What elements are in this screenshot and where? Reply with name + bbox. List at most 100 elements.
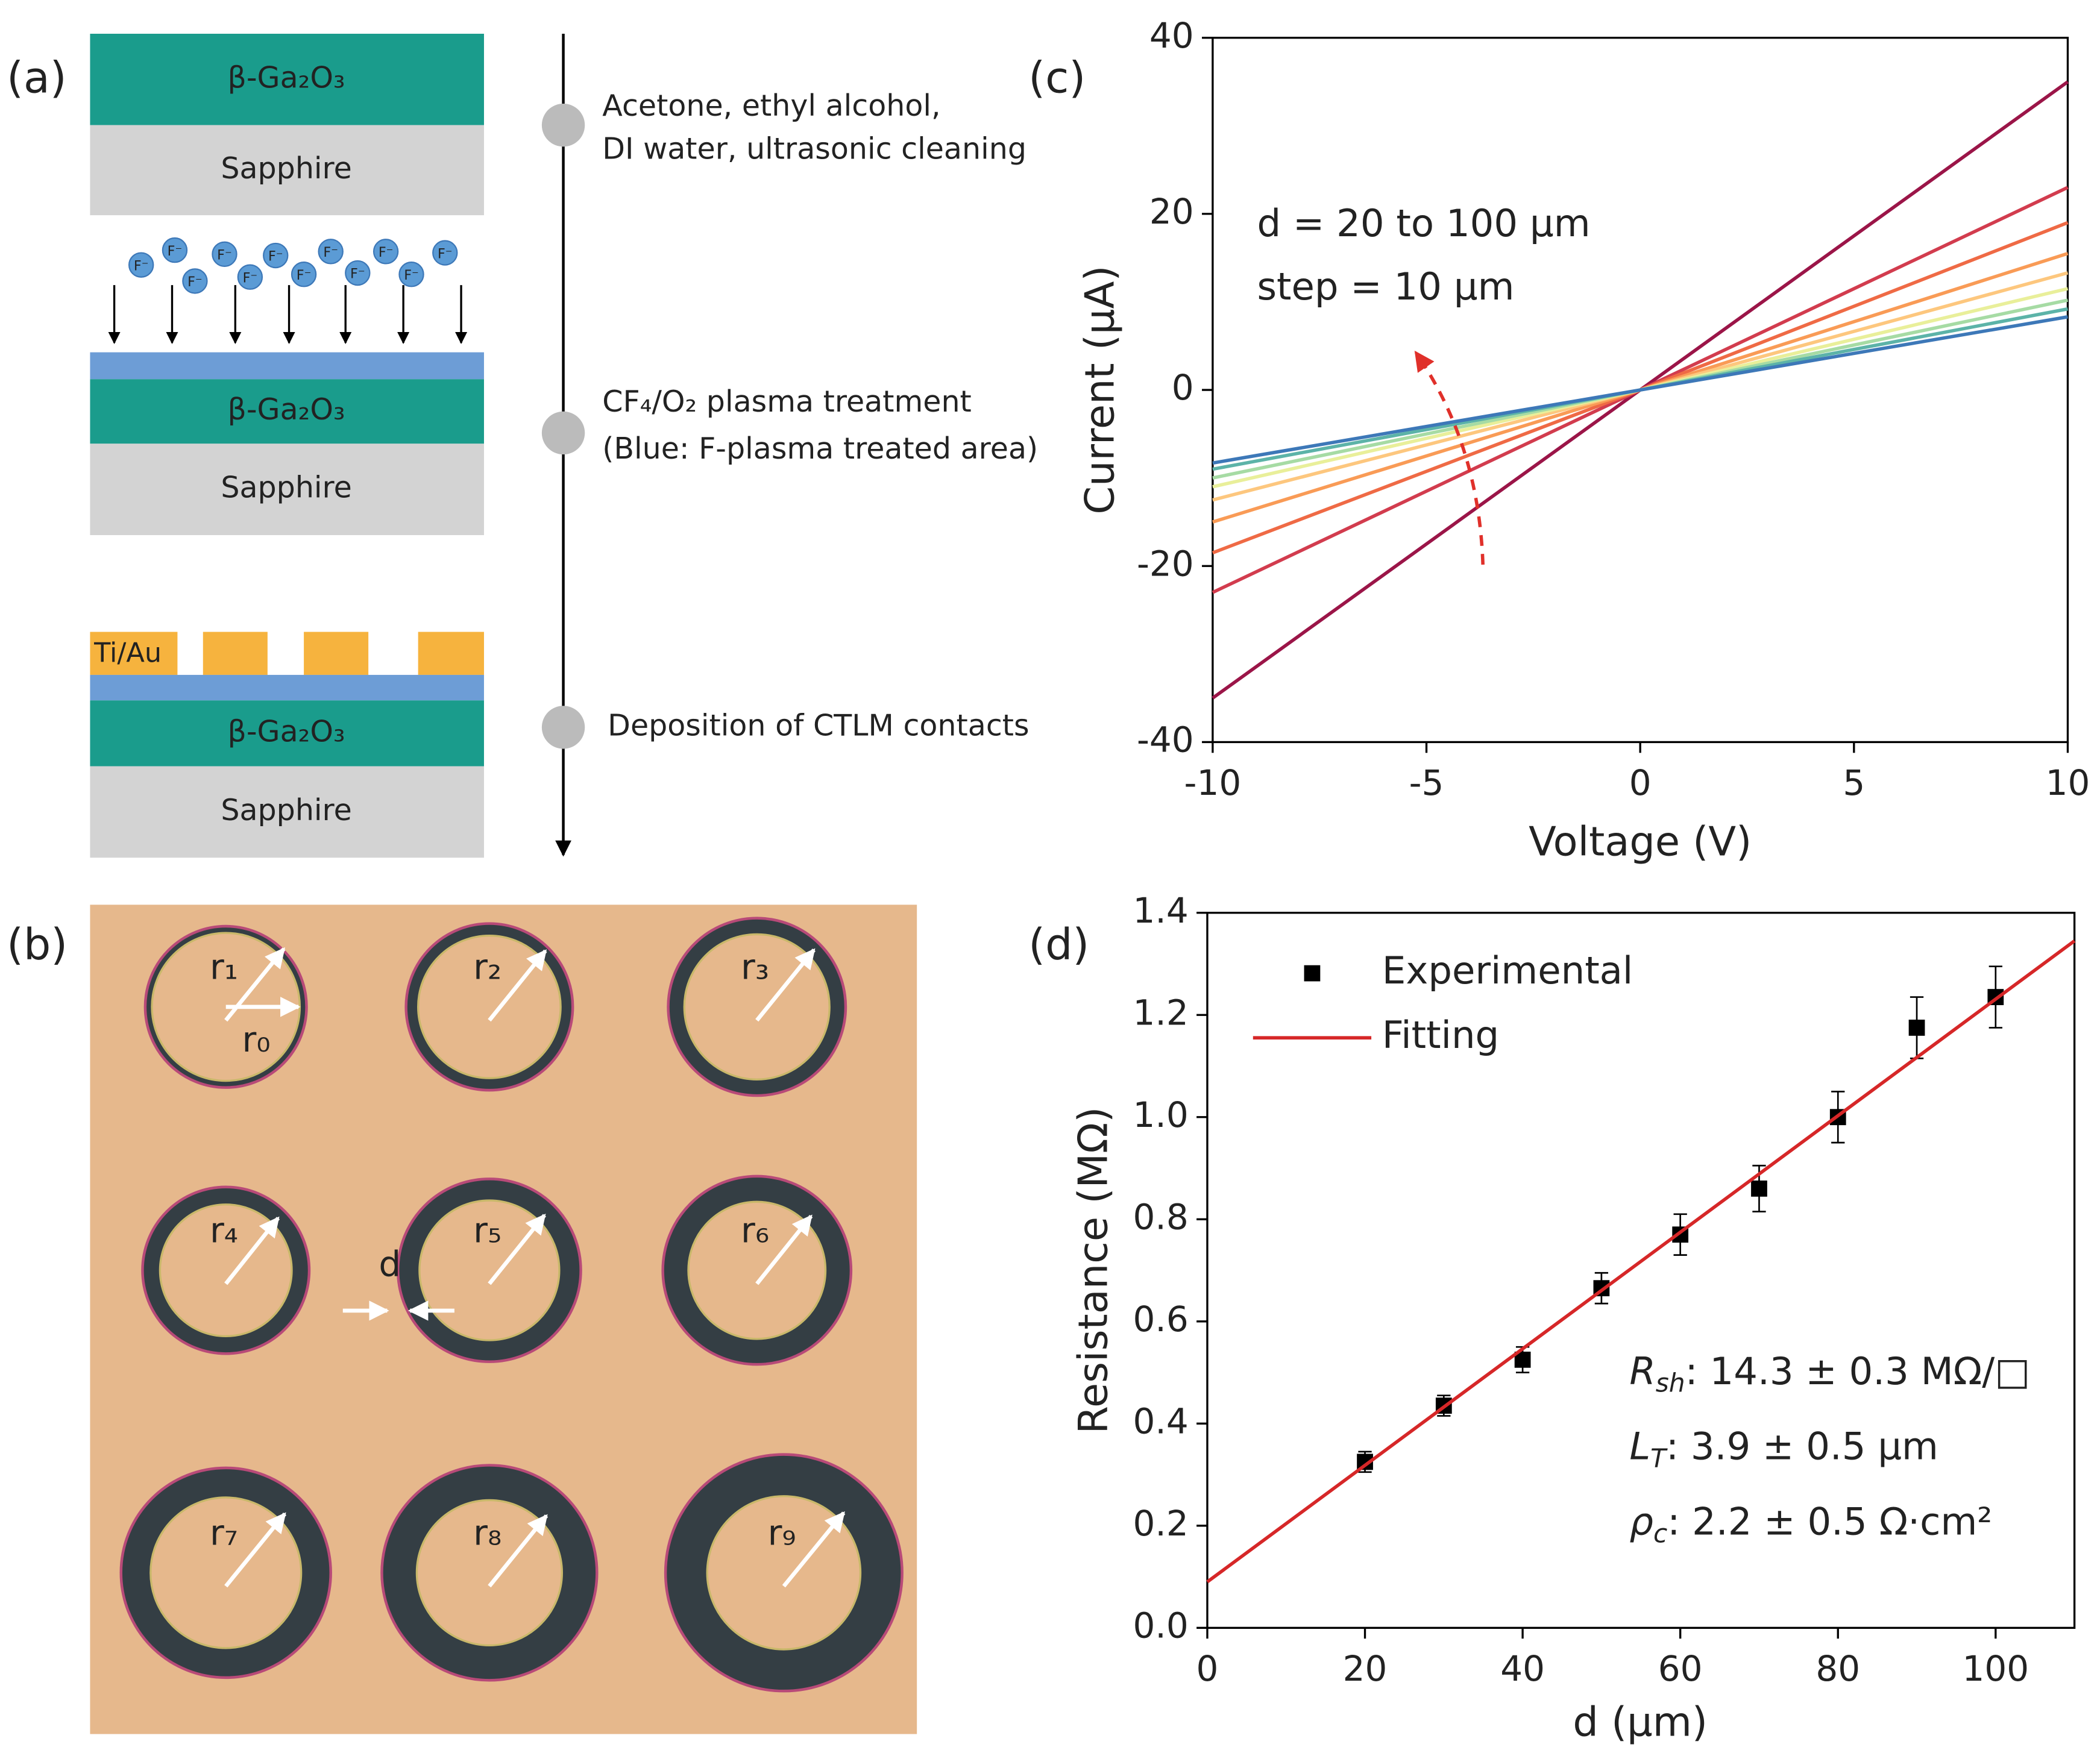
radius-arrow: [782, 1511, 846, 1588]
ring-edge: [119, 1466, 332, 1679]
annotation-text: : 3.9 ± 0.5 μm: [1666, 1425, 1938, 1469]
ring-edge: [417, 934, 562, 1079]
annotation-symbol: L: [1629, 1425, 1650, 1469]
x-tick-label: 0: [1196, 1648, 1219, 1689]
metal-label: Ti/Au: [93, 637, 162, 668]
step-text: CF₄/O₂ plasma treatment: [602, 384, 972, 419]
x-tick-label: -10: [1184, 762, 1242, 803]
ion: [128, 252, 154, 278]
annotation-symbol: ρ: [1629, 1500, 1653, 1544]
y-tick-label: 1.4: [1133, 890, 1189, 931]
radius-label: r₈: [473, 1513, 501, 1554]
ring: [668, 918, 846, 1096]
ion-label: F⁻: [297, 268, 312, 283]
x-tick-label: 10: [2046, 762, 2090, 803]
ion-label: F⁻: [404, 268, 419, 283]
step-text: (Blue: F-plasma treated area): [602, 431, 1038, 466]
radius-label: r₆: [741, 1210, 769, 1251]
ion: [432, 240, 458, 266]
data-line: [1212, 287, 2069, 489]
panel-label: (a): [7, 53, 66, 103]
y-tick-label: 40: [1149, 15, 1194, 56]
panel-label: (c): [1028, 53, 1086, 103]
layer: [90, 352, 484, 380]
x-tick-label: 40: [1500, 1648, 1545, 1689]
radius-label: r₀: [242, 1019, 270, 1060]
y-tick-label: 0.8: [1133, 1196, 1189, 1237]
radius-label: r₇: [210, 1513, 238, 1554]
ring-edge: [687, 1200, 827, 1340]
ring: [382, 1465, 597, 1681]
y-tick-label: 0.0: [1133, 1605, 1189, 1646]
annotation: Rsh: 14.3 ± 0.3 MΩ/□: [1629, 1349, 2030, 1397]
x-tick-label: 100: [1962, 1648, 2029, 1689]
data-line: [1206, 939, 2076, 1584]
y-axis-label: Current (μA): [1077, 266, 1124, 515]
gap-label: d: [379, 1243, 401, 1284]
y-tick-label: 1.0: [1133, 1094, 1189, 1135]
x-tick-label: 80: [1815, 1648, 1860, 1689]
ring: [121, 1467, 331, 1678]
annotation: LT: 3.9 ± 0.5 μm: [1629, 1425, 1938, 1473]
layer-label: β-Ga₂O₃: [228, 392, 345, 427]
layer: [90, 444, 484, 535]
layer: [90, 125, 484, 216]
layer: [90, 33, 484, 125]
y-tick-label: 1.2: [1133, 992, 1189, 1033]
annotation-subscript: T: [1650, 1443, 1668, 1473]
radius-arrow: [488, 1213, 546, 1285]
annotation-subscript: c: [1653, 1519, 1667, 1548]
layer-label: β-Ga₂O₃: [228, 60, 345, 95]
legend-marker: [1304, 965, 1321, 982]
y-axis-label: Resistance (MΩ): [1069, 1107, 1116, 1434]
ring-edge: [418, 1199, 561, 1341]
y-tick-label: -20: [1137, 543, 1194, 584]
ion-label: F⁻: [134, 258, 149, 274]
ring: [398, 1179, 581, 1362]
data-point: [1751, 1181, 1767, 1197]
step-text: Acetone, ethyl alcohol,: [602, 88, 940, 123]
layer-label: Sapphire: [221, 151, 352, 186]
ion-label: F⁻: [350, 266, 365, 282]
radius-arrow: [224, 1512, 287, 1588]
radius-label: r₄: [210, 1210, 238, 1251]
ring-edge: [159, 1203, 293, 1337]
radius-arrow: [755, 1214, 813, 1285]
layer: [90, 700, 484, 767]
y-tick-label: 0.6: [1133, 1299, 1189, 1340]
radius-arrow: [488, 1514, 549, 1588]
ring: [145, 926, 307, 1088]
ion: [398, 262, 424, 287]
x-tick-label: -5: [1409, 762, 1444, 803]
ion-label: F⁻: [243, 270, 258, 286]
ring-edge: [661, 1174, 853, 1366]
y-tick-label: -40: [1137, 720, 1194, 760]
ring-edge: [396, 1178, 582, 1363]
layer: [90, 379, 484, 444]
ion-label: F⁻: [168, 243, 183, 259]
radius-label: r₉: [768, 1513, 796, 1554]
ring-edge: [141, 1185, 311, 1355]
ion: [345, 260, 371, 286]
ion-label: F⁻: [217, 248, 232, 263]
legend-label: Fitting: [1382, 1013, 1499, 1057]
layer-label: Sapphire: [221, 792, 352, 827]
annotation: ρc: 2.2 ± 0.5 Ω·cm²: [1629, 1500, 1992, 1548]
x-tick-label: 60: [1658, 1648, 1703, 1689]
ion: [373, 239, 399, 265]
contact: [304, 632, 369, 675]
radius-label: r₂: [473, 947, 501, 988]
annotation: d = 20 to 100 μm: [1257, 201, 1590, 245]
radius-label: r₃: [741, 947, 769, 988]
legend-label: Experimental: [1382, 949, 1633, 993]
radius-arrow: [224, 1216, 280, 1285]
ion-label: F⁻: [379, 245, 394, 260]
ion-label: F⁻: [187, 274, 203, 290]
micrograph: [90, 905, 917, 1734]
ring-edge: [667, 917, 847, 1097]
ion: [237, 264, 263, 290]
ring-edge: [706, 1495, 862, 1651]
layer: [90, 766, 484, 858]
layer-label: β-Ga₂O₃: [228, 713, 345, 748]
